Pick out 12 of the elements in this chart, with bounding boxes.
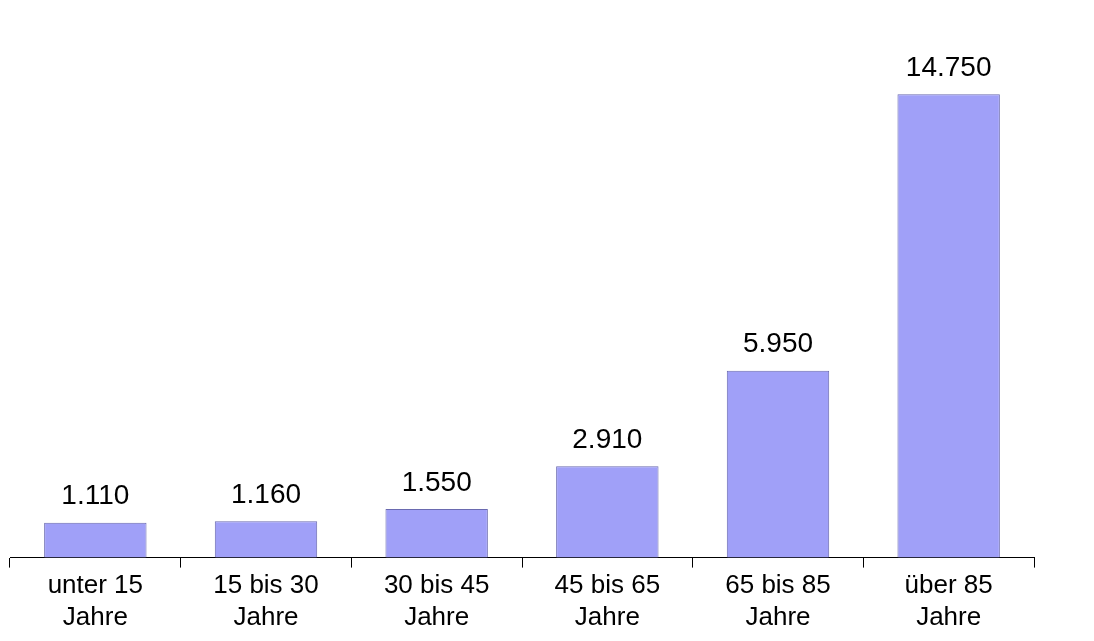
data-label: 1.160 [230,477,302,509]
data-label: 14.750 [905,50,992,82]
x-tick-label: 15 bis 30 Jahre [213,569,319,631]
data-label: 1.550 [401,465,472,497]
x-tick-label: 45 bis 65 Jahre [554,569,661,631]
x-tick-label: 30 bis 45 Jahre [383,569,490,631]
x-tick-label: unter 15 Jahre [47,569,144,631]
data-label: 2.910 [572,422,643,454]
data-label: 1.110 [61,479,130,511]
x-tick-label: über 85 Jahre [904,569,993,631]
x-tick-label: 65 bis 85 Jahre [725,569,831,631]
data-label: 5.950 [742,327,814,359]
